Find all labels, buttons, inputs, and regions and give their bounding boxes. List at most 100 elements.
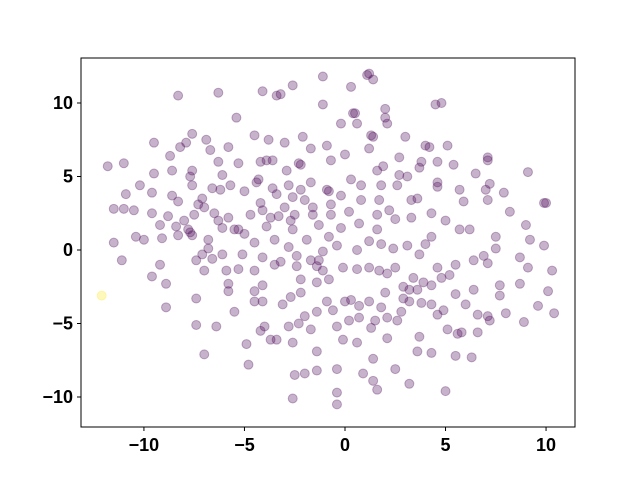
data-point — [352, 118, 363, 129]
data-point — [466, 352, 477, 363]
data-point — [376, 302, 387, 313]
data-point — [165, 150, 176, 161]
data-point — [148, 137, 159, 148]
data-point — [193, 199, 204, 210]
data-point — [382, 118, 393, 129]
data-point — [295, 184, 306, 195]
data-point — [352, 337, 363, 348]
data-point — [440, 215, 451, 226]
plot-points — [96, 68, 560, 410]
data-point — [514, 252, 525, 263]
data-point — [241, 339, 252, 350]
data-point — [352, 244, 363, 255]
data-point — [283, 242, 294, 253]
data-point — [436, 272, 447, 283]
data-point — [468, 284, 479, 295]
data-point — [102, 161, 113, 172]
data-point — [155, 220, 166, 231]
data-point — [494, 290, 505, 301]
data-point — [392, 180, 403, 191]
data-point — [130, 231, 141, 242]
data-point — [287, 80, 298, 91]
data-point — [414, 162, 425, 173]
data-point — [155, 259, 166, 270]
data-point — [432, 262, 443, 273]
data-point — [543, 286, 554, 297]
data-point — [249, 286, 260, 297]
data-point — [358, 368, 369, 379]
data-point — [384, 205, 395, 216]
data-point — [482, 195, 493, 206]
x-tick-label: −10 — [129, 435, 160, 455]
data-point — [394, 152, 405, 163]
data-point — [181, 137, 192, 148]
data-point — [291, 250, 302, 261]
data-point — [146, 208, 157, 219]
data-point — [118, 158, 129, 169]
data-point — [249, 130, 260, 141]
data-point — [225, 180, 236, 191]
data-point — [504, 206, 515, 217]
data-point — [364, 296, 375, 307]
data-point — [167, 165, 178, 176]
data-point — [518, 317, 529, 328]
data-point — [464, 224, 475, 235]
data-point — [173, 230, 184, 241]
data-point — [514, 278, 525, 289]
data-point — [346, 81, 357, 92]
data-point — [321, 184, 332, 195]
data-point — [311, 261, 322, 272]
data-point — [295, 159, 306, 170]
data-point — [291, 261, 302, 272]
data-point — [203, 243, 214, 254]
data-point — [352, 264, 363, 275]
y-tick-label: 5 — [63, 166, 73, 186]
data-point — [293, 318, 304, 329]
data-point — [522, 262, 533, 273]
data-point — [490, 243, 501, 254]
data-point — [400, 131, 411, 142]
data-point — [418, 277, 429, 288]
data-point — [277, 299, 288, 310]
data-point — [416, 156, 427, 167]
data-point — [524, 234, 535, 245]
data-point — [472, 309, 483, 320]
data-point — [148, 168, 159, 179]
data-point — [269, 234, 280, 245]
data-point — [197, 193, 208, 204]
data-point — [289, 209, 300, 220]
data-point — [402, 171, 413, 182]
data-point — [412, 193, 423, 204]
data-point — [426, 280, 437, 291]
data-point — [163, 211, 174, 222]
y-tick-label: −5 — [52, 314, 73, 334]
data-point — [408, 272, 419, 283]
data-point — [257, 296, 268, 307]
data-point — [406, 195, 417, 206]
data-point — [265, 334, 276, 345]
data-point — [275, 89, 286, 100]
y-tick-label: 0 — [63, 240, 73, 260]
data-point — [229, 224, 240, 235]
data-point — [323, 231, 334, 242]
data-point — [331, 399, 342, 410]
data-point — [233, 158, 244, 169]
data-point — [430, 99, 441, 110]
data-point — [271, 189, 282, 200]
data-point — [217, 170, 228, 181]
data-point — [173, 196, 184, 207]
data-point — [257, 86, 268, 97]
data-point — [325, 199, 336, 210]
data-point — [189, 209, 200, 220]
data-point — [237, 249, 248, 260]
data-point — [293, 158, 304, 169]
data-point — [412, 346, 423, 357]
data-point — [327, 305, 338, 316]
data-point — [432, 156, 443, 167]
data-point — [295, 274, 306, 285]
data-point — [420, 140, 431, 151]
data-point — [118, 203, 129, 214]
data-point — [468, 255, 479, 266]
data-point — [426, 208, 437, 219]
data-point — [339, 296, 350, 307]
